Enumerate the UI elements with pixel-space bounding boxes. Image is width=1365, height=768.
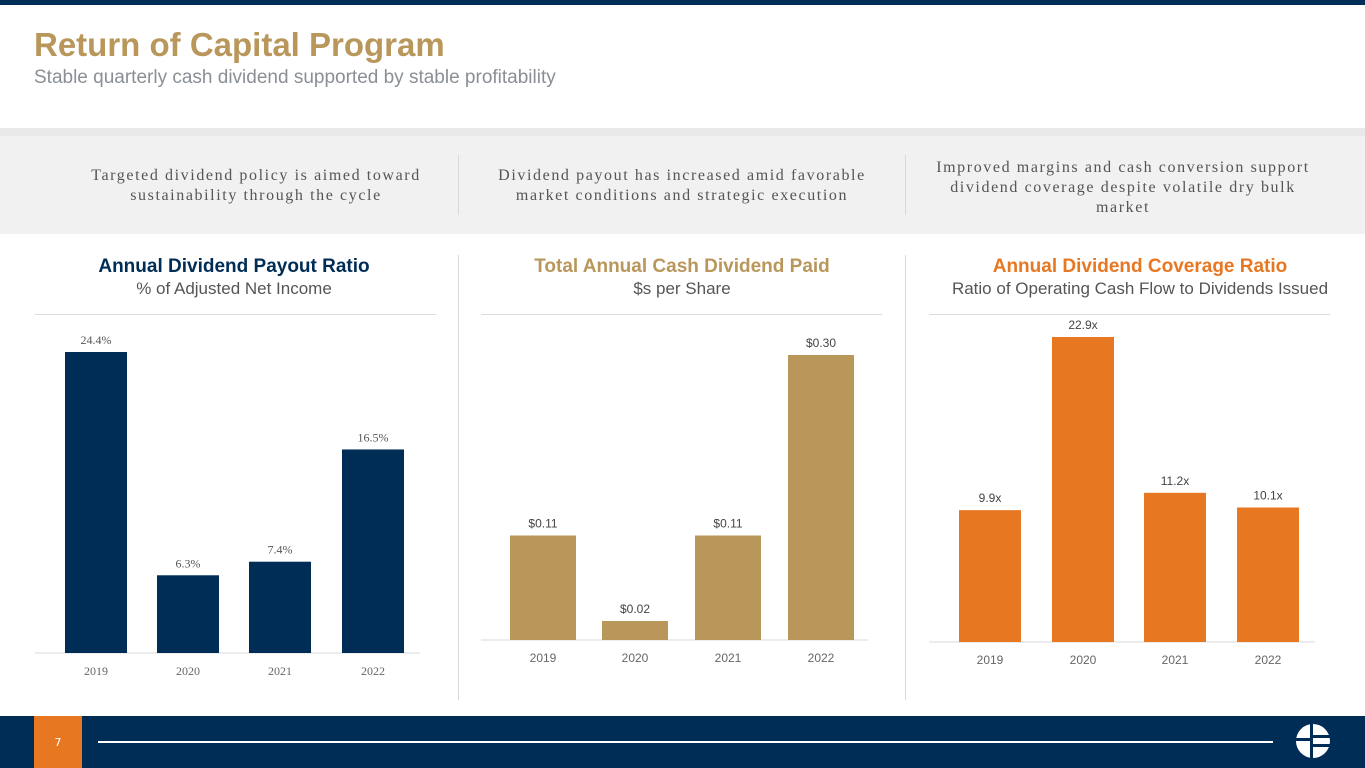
bar-2021	[249, 561, 311, 653]
bar-2020	[157, 575, 219, 653]
bar-charts: 24.4% 2019 6.3% 2020 7.4% 2021 16.5% 2022 $0.11 2…	[35, 318, 1315, 678]
bar-2019	[510, 535, 576, 640]
page-number: 7	[34, 716, 82, 768]
bar-2021	[1144, 492, 1206, 642]
divider	[905, 255, 906, 700]
data-label: 9.9x	[979, 491, 1002, 505]
bar-2022	[788, 355, 854, 640]
highlight-2: Dividend payout has increased amid favor…	[498, 167, 866, 204]
bar-2019	[959, 510, 1021, 642]
x-tick-label: 2020	[176, 664, 200, 678]
data-label: 16.5%	[358, 430, 389, 444]
x-tick-label: 2019	[530, 651, 557, 665]
x-tick-label: 2020	[622, 651, 649, 665]
x-tick-label: 2020	[1070, 653, 1097, 667]
data-label: 10.1x	[1253, 488, 1282, 502]
data-label: $0.02	[620, 602, 650, 616]
chart-title-coverage: Annual Dividend Coverage Ratio	[992, 256, 1288, 277]
chart-title-payout: Annual Dividend Payout Ratio	[98, 256, 370, 277]
x-tick-label: 2022	[1255, 653, 1282, 667]
top-accent-bar	[0, 0, 1365, 5]
highlight-1: Targeted dividend policy is aimed toward…	[91, 167, 421, 204]
chart-subtitle-dividend: $s per Share	[633, 279, 731, 298]
bar-2019	[65, 352, 127, 653]
x-tick-label: 2019	[977, 653, 1004, 667]
bar-2022	[1237, 507, 1299, 642]
chart-subtitle-payout: % of Adjusted Net Income	[136, 279, 332, 298]
x-tick-label: 2022	[808, 651, 835, 665]
divider	[35, 314, 436, 315]
highlights-band	[0, 128, 1365, 234]
x-tick-label: 2022	[361, 664, 385, 678]
page-title: Return of Capital Program	[34, 26, 445, 63]
chart-subtitle-coverage: Ratio of Operating Cash Flow to Dividend…	[951, 279, 1329, 298]
data-label: 7.4%	[268, 543, 293, 557]
bar-2020	[1052, 337, 1114, 642]
highlight-3: Improved margins and cash conversion sup…	[936, 159, 1310, 216]
data-label: $0.30	[806, 336, 836, 350]
divider	[929, 314, 1330, 315]
data-label: 22.9x	[1068, 318, 1097, 332]
data-label: 6.3%	[176, 556, 201, 570]
data-label: 24.4%	[81, 333, 112, 347]
page-subtitle: Stable quarterly cash dividend supported…	[34, 67, 556, 88]
data-label: 11.2x	[1161, 474, 1189, 488]
company-logo-icon	[1295, 723, 1331, 759]
x-tick-label: 2021	[268, 664, 292, 678]
data-label: $0.11	[528, 517, 557, 531]
bar-2022	[342, 449, 404, 653]
x-tick-label: 2019	[84, 664, 108, 678]
data-label: $0.11	[713, 517, 742, 531]
bar-2021	[695, 535, 761, 640]
x-tick-label: 2021	[1162, 653, 1189, 667]
divider	[458, 255, 459, 700]
divider	[481, 314, 882, 315]
divider	[458, 155, 459, 215]
chart-title-dividend: Total Annual Cash Dividend Paid	[534, 256, 830, 277]
bar-2020	[602, 621, 668, 640]
footer-rule	[98, 741, 1273, 743]
x-tick-label: 2021	[715, 651, 742, 665]
divider	[905, 155, 906, 215]
